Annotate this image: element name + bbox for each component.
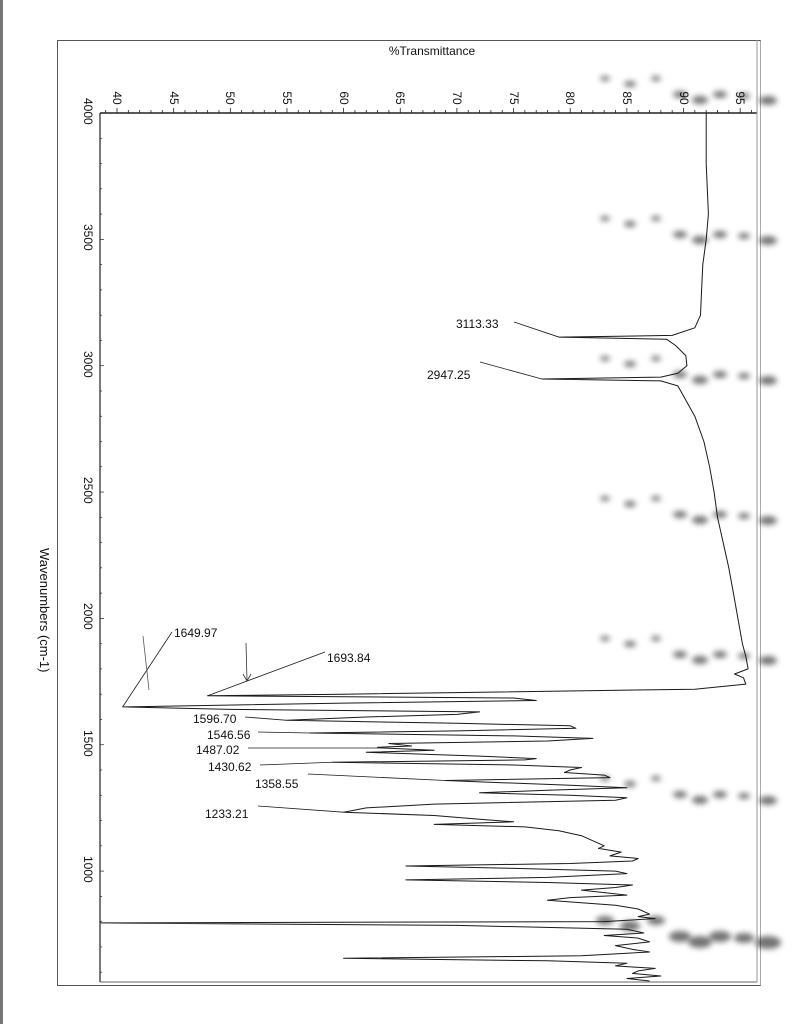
scan-smudge xyxy=(673,650,687,658)
peak-label: 1430.62 xyxy=(208,760,252,774)
peak-label: 3113.33 xyxy=(456,317,499,331)
scan-smudge xyxy=(624,361,636,367)
scan-smudge xyxy=(624,221,636,227)
scan-smudge xyxy=(713,90,727,98)
scan-smudge xyxy=(759,235,777,245)
peak-leader-line xyxy=(122,631,173,708)
scan-smudge xyxy=(673,510,687,518)
chart-title-text: %Transmittance xyxy=(388,44,476,58)
scan-smudge xyxy=(651,215,661,221)
scan-smudge xyxy=(620,921,640,931)
scan-smudge xyxy=(624,641,636,647)
scan-smudge xyxy=(651,495,661,501)
scan-smudge xyxy=(759,655,777,665)
chart-title: %Transmittance xyxy=(0,44,794,58)
scan-smudge xyxy=(692,516,708,524)
peak-leader-line xyxy=(259,761,333,766)
scan-smudge xyxy=(673,790,687,798)
scan-smudge xyxy=(624,501,636,507)
peak-leader-line xyxy=(207,651,326,697)
scan-smudge xyxy=(651,355,661,361)
spectrum-line xyxy=(100,113,749,982)
peak-label: 1693.84 xyxy=(327,651,371,665)
peak-label: 1546.56 xyxy=(207,728,251,742)
scan-smudge xyxy=(759,375,777,385)
scan-smudge xyxy=(600,495,610,501)
peak-label: 1487.02 xyxy=(196,743,240,757)
scan-smudge xyxy=(600,215,610,221)
scan-smudge xyxy=(759,795,777,805)
scan-smudge xyxy=(713,790,727,798)
scan-smudge xyxy=(600,635,610,641)
scan-smudge xyxy=(647,915,665,925)
scan-smudge xyxy=(759,95,777,105)
plot-axes xyxy=(99,40,758,983)
hand-arrow-head xyxy=(246,673,252,682)
scan-smudge xyxy=(692,376,708,384)
peak-leader-line xyxy=(244,716,287,721)
scan-smudge xyxy=(624,781,636,787)
chart-frame xyxy=(57,40,761,986)
scan-smudge xyxy=(692,796,708,804)
scan-smudge xyxy=(651,775,661,781)
scan-smudge xyxy=(688,936,712,948)
hand-arrow xyxy=(142,635,150,691)
scan-smudge xyxy=(713,650,727,658)
scan-smudge xyxy=(709,930,731,942)
hand-arrow xyxy=(245,642,248,681)
peak-leader-line xyxy=(257,805,344,813)
scan-smudge xyxy=(713,370,727,378)
scan-smudge xyxy=(600,355,610,361)
scan-smudge xyxy=(669,930,691,942)
scan-smudge xyxy=(738,513,750,519)
scan-smudge xyxy=(738,373,750,379)
scan-smudge xyxy=(673,370,687,378)
scan-smudge xyxy=(755,935,781,949)
scan-smudge xyxy=(738,793,750,799)
scan-smudge xyxy=(738,233,750,239)
scan-smudge xyxy=(596,915,614,925)
peak-label: 1233.21 xyxy=(205,807,249,821)
page-edge xyxy=(0,0,3,1024)
hand-arrow-head xyxy=(242,673,248,682)
scan-smudge xyxy=(673,90,687,98)
scan-smudge xyxy=(692,656,708,664)
scan-smudge xyxy=(759,515,777,525)
peak-leader-line xyxy=(479,361,542,380)
scan-smudge xyxy=(692,96,708,104)
scan-smudge xyxy=(734,933,754,943)
peak-leader-line xyxy=(307,773,446,781)
scan-smudge xyxy=(651,75,661,81)
peak-label: 1596.70 xyxy=(193,712,237,726)
scan-smudge xyxy=(692,236,708,244)
scan-smudge xyxy=(713,510,727,518)
scan-smudge xyxy=(624,81,636,87)
peak-label: 2947.25 xyxy=(427,368,471,382)
scan-smudge xyxy=(651,635,661,641)
scan-smudge xyxy=(713,230,727,238)
peak-leader-lines xyxy=(122,321,559,813)
scan-smudge xyxy=(673,230,687,238)
peak-label: 1649.97 xyxy=(174,626,218,640)
scan-smudge xyxy=(738,93,750,99)
peak-leader-line xyxy=(513,321,559,338)
scan-smudge xyxy=(600,75,610,81)
peak-leader-line xyxy=(257,731,310,734)
peak-label: 1358.55 xyxy=(255,777,299,791)
scan-smudge xyxy=(738,653,750,659)
